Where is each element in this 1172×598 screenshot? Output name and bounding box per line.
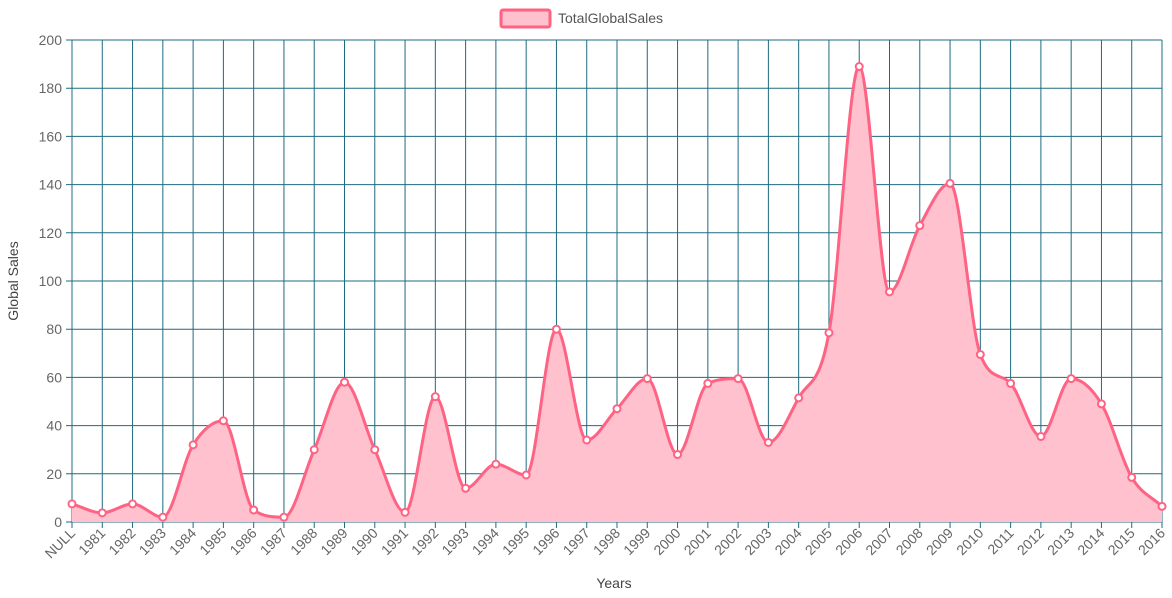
y-tick-label: 40 [46, 418, 62, 434]
y-tick-label: 200 [39, 32, 63, 48]
series-area-fill [72, 66, 1162, 522]
data-point[interactable] [218, 416, 228, 426]
x-tick-label: 1982 [105, 525, 138, 558]
legend-label: TotalGlobalSales [558, 10, 663, 26]
data-point[interactable] [461, 483, 471, 493]
data-point[interactable] [188, 440, 198, 450]
data-point[interactable] [128, 499, 138, 509]
x-tick-label: NULL [41, 525, 78, 562]
data-point[interactable] [885, 287, 894, 297]
y-tick-label: 120 [39, 225, 63, 241]
x-tick-label: 2005 [802, 525, 835, 558]
x-tick-label: 2008 [893, 525, 926, 558]
x-tick-label: 1992 [408, 525, 441, 558]
x-tick-label: 1986 [226, 525, 259, 558]
data-point[interactable] [309, 445, 319, 455]
x-tick-label: 1999 [620, 525, 653, 558]
y-tick-label: 140 [39, 177, 63, 193]
y-tick-label: 60 [46, 369, 62, 385]
legend[interactable]: TotalGlobalSales [499, 8, 663, 29]
data-points [67, 62, 1167, 522]
data-point[interactable] [97, 508, 107, 518]
series-line [71, 65, 1164, 519]
data-point[interactable] [1036, 431, 1046, 441]
data-point[interactable] [733, 374, 743, 384]
y-tick-label: 80 [46, 321, 62, 337]
x-tick-label: 2007 [862, 525, 895, 558]
y-tick-label: 160 [39, 128, 63, 144]
x-tick-label: 1989 [317, 525, 350, 558]
x-tick-label: 2001 [681, 525, 714, 558]
x-tick-label: 1995 [499, 525, 532, 558]
data-point[interactable] [824, 328, 834, 338]
y-tick-label: 20 [46, 466, 62, 482]
x-tick-label: 1983 [136, 525, 169, 558]
data-point[interactable] [370, 445, 380, 455]
x-tick-label: 1981 [75, 525, 108, 558]
data-point[interactable] [612, 404, 622, 414]
x-tick-label: 2003 [741, 525, 774, 558]
legend-swatch [499, 8, 552, 29]
x-tick-label: 2000 [650, 525, 683, 558]
x-tick-label: 1991 [378, 525, 411, 558]
data-point[interactable] [673, 450, 683, 460]
x-tick-label: 2002 [711, 525, 744, 558]
x-tick-label: 1990 [348, 525, 381, 558]
data-point[interactable] [794, 393, 804, 403]
data-point[interactable] [1157, 501, 1167, 511]
x-tick-label: 2016 [1135, 525, 1168, 558]
data-point[interactable] [67, 499, 77, 509]
x-axis-ticks: NULL198119821983198419851986198719881989… [41, 525, 1168, 562]
data-point[interactable] [521, 470, 531, 480]
data-point[interactable] [975, 350, 985, 360]
y-axis-ticks: 0 20 40 60 80 100 120 140 160 180 200 [39, 32, 63, 530]
x-tick-label: 1996 [529, 525, 562, 558]
data-point[interactable] [340, 377, 349, 387]
data-point[interactable] [854, 62, 864, 72]
data-point[interactable] [430, 392, 440, 402]
x-axis-title: Years [596, 575, 631, 591]
data-point[interactable] [763, 437, 773, 447]
x-tick-label: 1997 [559, 525, 592, 558]
data-point[interactable] [915, 221, 925, 231]
x-tick-label: 1984 [166, 525, 199, 558]
data-point[interactable] [400, 507, 410, 517]
x-tick-label: 1994 [469, 525, 502, 558]
data-point[interactable] [1096, 399, 1106, 409]
x-tick-label: 2004 [771, 525, 804, 558]
y-axis-title: Global Sales [5, 241, 21, 320]
x-tick-label: 1993 [438, 525, 471, 558]
x-tick-label: 1985 [196, 525, 229, 558]
data-point[interactable] [945, 178, 955, 188]
y-tick-label: 180 [39, 80, 63, 96]
data-point[interactable] [642, 374, 652, 384]
x-tick-label: 2012 [1014, 525, 1047, 558]
x-tick-label: 2015 [1104, 525, 1137, 558]
data-point[interactable] [1066, 374, 1076, 384]
data-point[interactable] [279, 512, 289, 522]
data-point[interactable] [158, 512, 168, 522]
data-point[interactable] [582, 435, 592, 445]
x-tick-label: 2006 [832, 525, 865, 558]
data-point[interactable] [551, 324, 561, 334]
x-tick-label: 2009 [923, 525, 956, 558]
x-tick-label: 2013 [1044, 525, 1077, 558]
x-tick-label: 1987 [257, 525, 290, 558]
data-point[interactable] [491, 459, 501, 469]
x-tick-label: 1998 [590, 525, 623, 558]
x-tick-label: 2010 [953, 525, 986, 558]
data-point[interactable] [703, 378, 713, 388]
x-tick-label: 2014 [1074, 525, 1107, 558]
x-tick-label: 2011 [984, 525, 1017, 558]
data-point[interactable] [1006, 378, 1016, 388]
data-point[interactable] [249, 505, 259, 515]
x-tick-label: 1988 [287, 525, 320, 558]
y-tick-label: 0 [54, 514, 62, 530]
y-tick-label: 100 [39, 273, 63, 289]
data-point[interactable] [1127, 472, 1137, 482]
